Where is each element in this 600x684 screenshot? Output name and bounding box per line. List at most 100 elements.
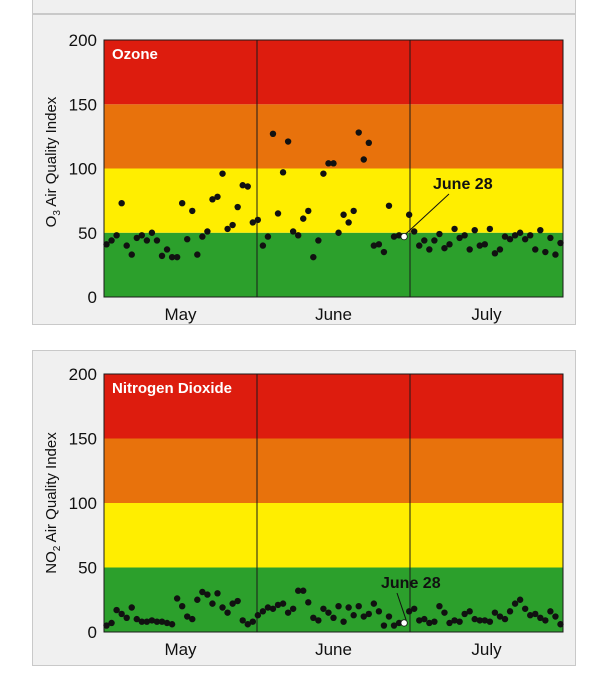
- data-point: [138, 232, 146, 239]
- data-point: [466, 608, 473, 615]
- aqi-band-0: [104, 232, 563, 297]
- y-tick-label: 200: [69, 365, 97, 384]
- data-point: [325, 609, 332, 616]
- data-point: [249, 618, 256, 625]
- data-point: [103, 241, 110, 248]
- data-point: [421, 615, 428, 623]
- data-point: [527, 232, 534, 239]
- data-point: [305, 599, 312, 606]
- data-point: [461, 232, 468, 239]
- data-point: [148, 229, 156, 236]
- ozone-chart-panel: 0 50 100 150 200 May June July O3 Air Quality In…: [32, 14, 576, 325]
- annotation-label: June 28: [433, 176, 493, 193]
- data-point: [375, 241, 383, 248]
- data-point: [173, 595, 181, 602]
- data-point: [113, 606, 120, 614]
- data-point: [108, 237, 115, 244]
- data-point: [511, 600, 519, 607]
- y-tick-label: 50: [78, 559, 97, 578]
- data-point: [360, 156, 367, 163]
- data-point: [269, 605, 277, 612]
- data-point: [128, 604, 135, 611]
- data-point: [431, 618, 438, 625]
- data-point: [279, 169, 287, 176]
- data-point: [552, 613, 559, 620]
- data-point: [476, 617, 483, 624]
- chart-title: Ozone: [112, 46, 158, 63]
- data-point: [405, 211, 413, 218]
- data-point: [239, 617, 246, 624]
- data-point: [360, 613, 367, 620]
- data-point: [279, 600, 287, 607]
- data-point: [229, 600, 236, 607]
- data-point: [300, 587, 307, 594]
- data-point: [491, 609, 499, 616]
- data-point: [310, 614, 317, 622]
- data-point: [521, 605, 529, 612]
- data-point: [476, 242, 483, 249]
- aqi-band-2: [104, 104, 563, 169]
- data-point: [451, 617, 458, 624]
- no2-chart-panel: 0 50 100 150 200 May June July NO2 Air Quality I…: [32, 350, 576, 666]
- data-point: [214, 193, 221, 200]
- data-point: [264, 604, 272, 611]
- data-point: [158, 618, 166, 625]
- data-point: [436, 603, 443, 610]
- data-point: [451, 225, 458, 233]
- annotation-label: June 28: [381, 575, 441, 592]
- y-axis-label: NO2 Air Quality Index: [43, 432, 63, 574]
- data-point: [113, 232, 120, 239]
- aqi-band-3: [104, 374, 563, 439]
- data-point: [552, 251, 559, 258]
- data-point: [416, 617, 423, 624]
- data-point: [375, 608, 383, 615]
- data-point: [436, 230, 443, 238]
- data-point: [209, 600, 216, 607]
- data-point: [153, 618, 161, 625]
- data-point: [259, 242, 267, 249]
- y-tick-label: 150: [69, 430, 97, 449]
- y-tick-label: 100: [69, 494, 97, 513]
- data-point: [259, 608, 267, 615]
- y-tick-label: 50: [78, 224, 97, 243]
- x-month-label: May: [164, 640, 197, 659]
- data-point: [219, 604, 226, 611]
- highlighted-point: [400, 233, 408, 241]
- data-point: [446, 619, 453, 627]
- data-point: [163, 246, 171, 253]
- data-point: [128, 251, 135, 258]
- data-point: [496, 613, 504, 620]
- data-point: [542, 617, 549, 624]
- data-point: [511, 232, 519, 239]
- data-point: [153, 237, 161, 244]
- data-point: [370, 600, 378, 607]
- data-point: [426, 619, 433, 627]
- aqi-band-2: [104, 438, 563, 503]
- data-point: [385, 202, 393, 209]
- data-point: [158, 252, 166, 260]
- data-point: [239, 182, 246, 189]
- data-point: [254, 216, 262, 224]
- data-point: [506, 235, 514, 243]
- data-point: [184, 235, 191, 243]
- data-point: [234, 203, 241, 211]
- data-point: [118, 610, 125, 618]
- data-point: [355, 603, 362, 610]
- x-month-label: July: [471, 305, 502, 324]
- data-point: [335, 229, 342, 236]
- data-point: [547, 608, 554, 615]
- data-point: [486, 618, 494, 625]
- data-point: [340, 211, 347, 218]
- chart-title: Nitrogen Dioxide: [112, 380, 232, 397]
- data-point: [224, 225, 231, 233]
- data-point: [456, 618, 463, 625]
- data-point: [199, 233, 206, 240]
- data-point: [557, 239, 564, 247]
- y-tick-label: 0: [88, 288, 97, 307]
- annotation-leader: [405, 193, 450, 234]
- data-point: [411, 228, 418, 235]
- data-point: [350, 207, 357, 215]
- data-point: [390, 233, 398, 240]
- data-point: [330, 614, 337, 622]
- ozone-chart: 0 50 100 150 200 May June July O3 Air Quality In…: [43, 31, 564, 324]
